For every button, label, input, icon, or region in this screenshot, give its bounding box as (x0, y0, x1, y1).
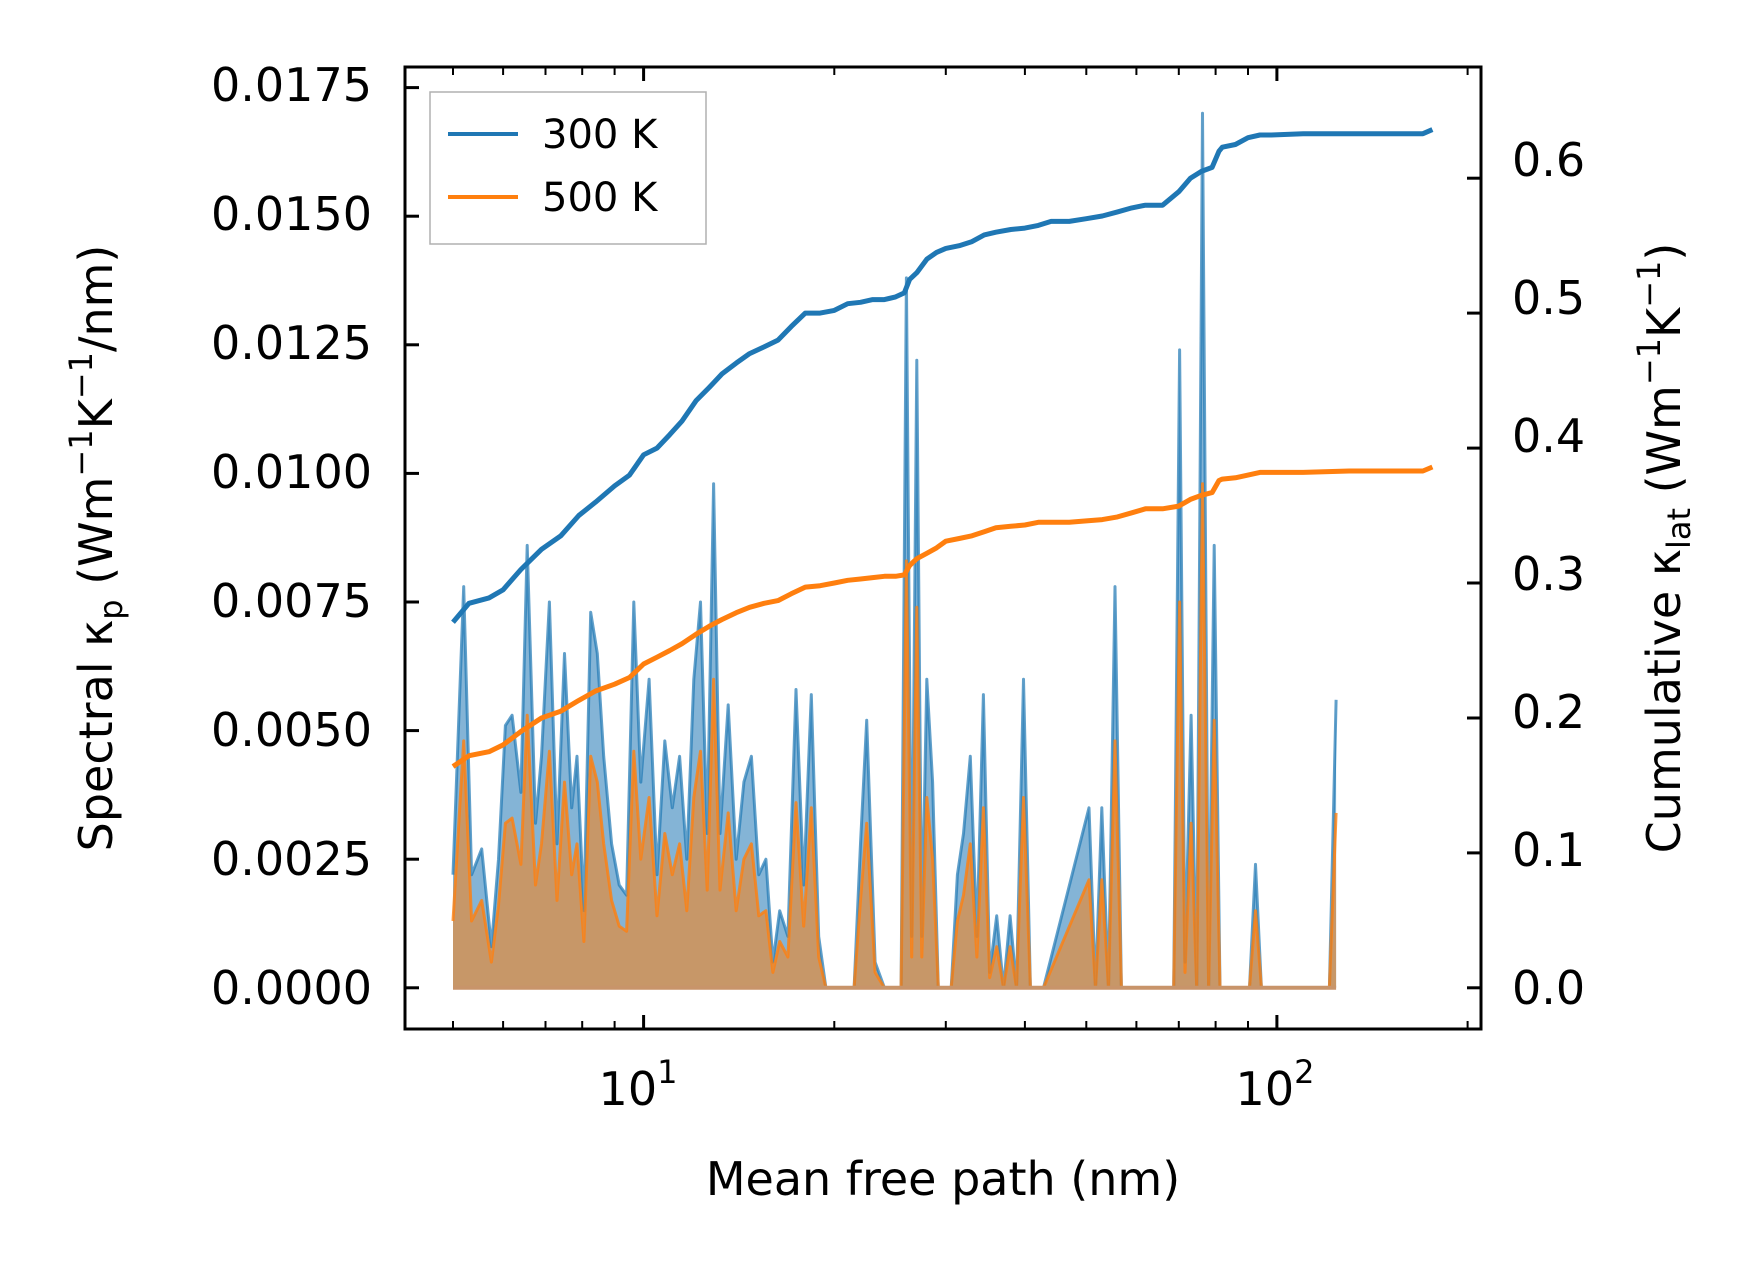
plot-area (451, 111, 1434, 990)
label-superscript: −1 (1630, 338, 1668, 385)
label-main: Spectral κ (69, 620, 123, 852)
right-y-tick-label: 0.2 (1512, 685, 1585, 739)
right-y-tick-label: 0.3 (1512, 547, 1585, 601)
left-y-tick-label: 0.0000 (211, 961, 372, 1015)
label-unit: K (1637, 306, 1691, 338)
spectral-500k-area (453, 483, 1337, 988)
label-unit: ) (1637, 243, 1691, 261)
label-unit: /nm) (69, 245, 123, 352)
left-y-tick-label: 0.0175 (211, 58, 372, 112)
left-y-tick-labels: 0.0000 0.0025 0.0050 0.0075 0.0100 0.012… (211, 58, 372, 1015)
x-tick-labels: 101 102 (599, 1053, 1315, 1116)
x-tick-base: 10 (599, 1062, 658, 1116)
label-main: Cumulative κ (1637, 549, 1691, 853)
label-unit: (Wm (69, 477, 123, 600)
left-y-tick-label: 0.0100 (211, 445, 372, 499)
x-tick-base: 10 (1236, 1062, 1295, 1116)
label-subscript: p (92, 599, 130, 619)
right-y-tick-labels: 0.0 0.1 0.2 0.3 0.4 0.5 0.6 (1512, 133, 1585, 1015)
left-y-tick-label: 0.0150 (211, 187, 372, 241)
legend-box (429, 91, 707, 245)
x-tick-exponent: 2 (1294, 1053, 1314, 1091)
label-superscript: −1 (1630, 261, 1668, 308)
left-y-axis-title: Spectral κp (Wm−1K−1/nm) (62, 245, 130, 852)
right-y-tick-label: 0.5 (1512, 271, 1585, 325)
label-unit: K (69, 397, 123, 429)
x-tick-exponent: 1 (657, 1053, 677, 1091)
right-y-tick-label: 0.6 (1512, 133, 1585, 187)
x-axis-title: Mean free path (nm) (706, 1152, 1180, 1206)
left-y-tick-label: 0.0025 (211, 832, 372, 886)
cumulative-300k-line (451, 127, 1434, 624)
legend-label-300k: 300 K (542, 112, 659, 158)
right-y-tick-label: 0.4 (1512, 409, 1585, 463)
legend: 300 K 500 K (429, 91, 707, 245)
plot-frame (403, 65, 1483, 1031)
label-superscript: −1 (62, 429, 100, 476)
x-tick-label: 102 (1236, 1053, 1315, 1116)
left-y-tick-label: 0.0050 (211, 703, 372, 757)
right-y-tick-label: 0.1 (1512, 823, 1585, 877)
label-subscript: lat (1660, 508, 1698, 549)
label-superscript: −1 (62, 352, 100, 399)
legend-label-500k: 500 K (542, 175, 659, 221)
left-y-tick-label: 0.0075 (211, 574, 372, 628)
label-unit: (Wm (1637, 385, 1691, 508)
right-y-axis-title: Cumulative κlat (Wm−1K−1) (1630, 243, 1698, 854)
left-y-tick-label: 0.0125 (211, 316, 372, 370)
tick-marks (405, 67, 1481, 1029)
cumulative-500k-line (451, 464, 1434, 769)
right-y-tick-label: 0.0 (1512, 961, 1585, 1015)
x-tick-label: 101 (599, 1053, 678, 1116)
